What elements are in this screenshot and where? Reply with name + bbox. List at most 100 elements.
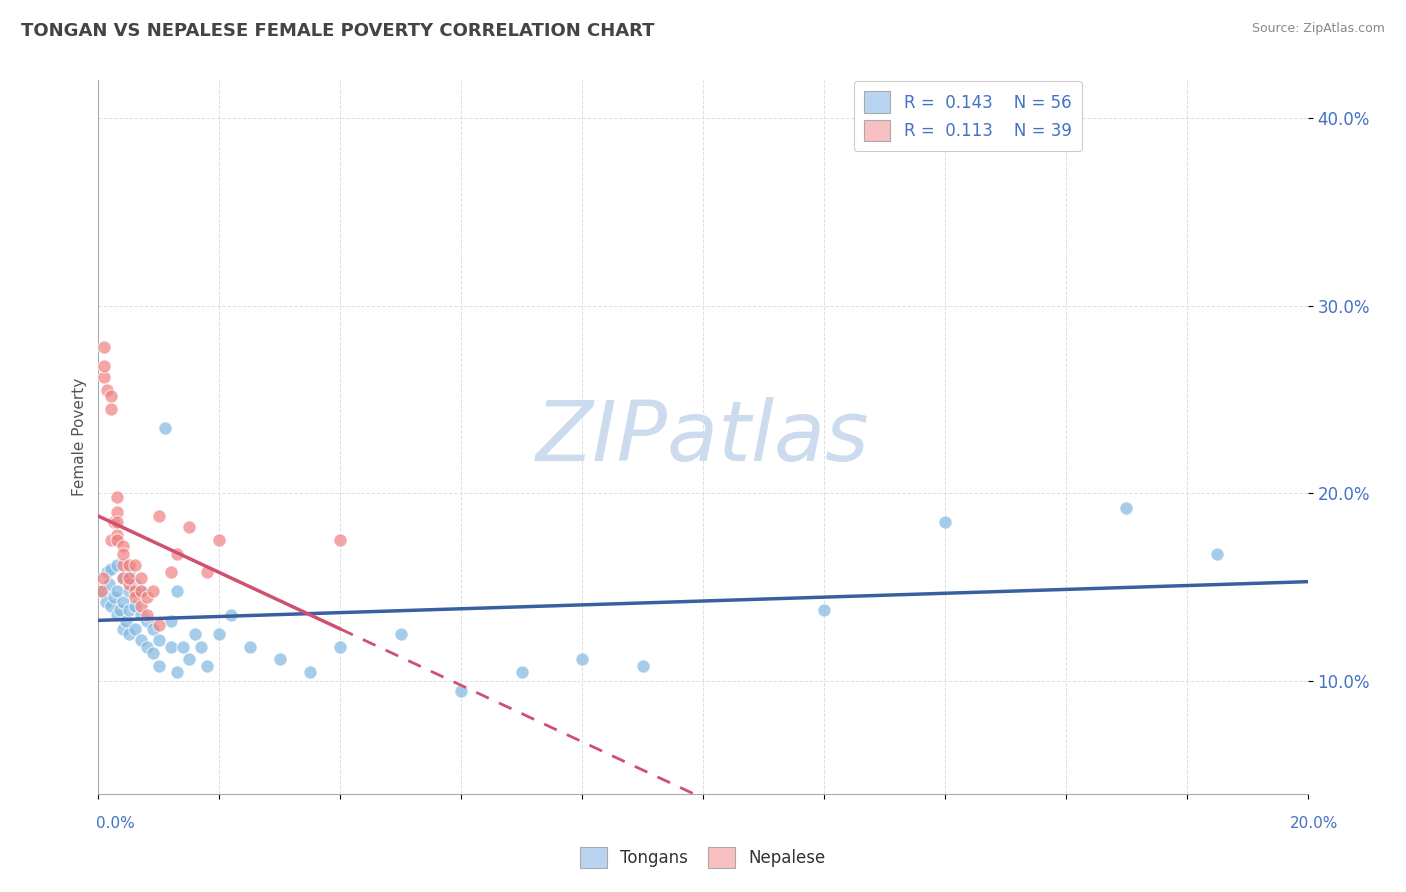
Point [100,401,122,416]
Point [105,608,128,623]
Point [100,599,122,613]
Point [111,571,134,585]
Point [90,584,112,599]
Point [96,383,118,397]
Point [510,665,533,679]
Point [148,632,170,647]
Point [114,614,136,628]
Point [239,640,262,655]
Point [179,651,201,665]
Point [1206,547,1229,561]
Point [124,558,146,572]
Text: 0.0%: 0.0% [96,816,135,831]
Point [129,584,152,599]
Point [329,533,352,548]
Point [208,533,231,548]
Text: 20.0%: 20.0% [1291,816,1339,831]
Point [450,683,472,698]
Point [129,632,152,647]
Point [124,576,146,591]
Point [329,640,352,655]
Point [135,590,157,604]
Point [160,640,183,655]
Point [153,420,176,434]
Y-axis label: Female Poverty: Female Poverty [72,378,87,496]
Point [111,571,134,585]
Point [813,603,835,617]
Point [129,571,152,585]
Point [105,490,128,504]
Point [195,566,218,580]
Point [105,584,128,599]
Point [105,558,128,572]
Point [129,584,152,599]
Point [148,659,170,673]
Point [96,566,118,580]
Text: ZIPatlas: ZIPatlas [536,397,870,477]
Point [111,558,134,572]
Point [105,505,128,519]
Point [103,515,125,529]
Point [98,576,121,591]
Point [631,659,654,673]
Point [108,603,131,617]
Point [111,539,134,553]
Point [160,566,183,580]
Point [111,547,134,561]
Point [118,566,141,580]
Point [142,584,165,599]
Point [93,370,115,384]
Point [118,603,141,617]
Point [148,508,170,523]
Point [111,595,134,609]
Point [100,561,122,575]
Legend: Tongans, Nepalese: Tongans, Nepalese [574,840,832,875]
Point [135,640,157,655]
Point [91,584,114,599]
Point [91,571,114,585]
Point [124,622,146,636]
Point [208,627,231,641]
Point [124,590,146,604]
Point [172,640,194,655]
Point [118,627,141,641]
Point [100,533,122,548]
Point [166,547,188,561]
Point [142,646,165,660]
Point [1115,501,1137,516]
Point [195,659,218,673]
Point [299,665,322,679]
Point [190,640,212,655]
Point [124,584,146,599]
Point [135,608,157,623]
Point [160,614,183,628]
Point [135,614,157,628]
Point [166,584,188,599]
Point [124,599,146,613]
Text: Source: ZipAtlas.com: Source: ZipAtlas.com [1251,22,1385,36]
Point [221,608,243,623]
Point [179,520,201,534]
Point [93,359,115,373]
Point [129,608,152,623]
Point [105,515,128,529]
Point [105,533,128,548]
Point [105,527,128,541]
Point [571,651,593,665]
Point [103,590,125,604]
Point [166,665,188,679]
Point [934,515,956,529]
Point [148,618,170,632]
Point [389,627,412,641]
Point [118,584,141,599]
Point [93,340,115,354]
Point [100,389,122,403]
Legend: R =  0.143    N = 56, R =  0.113    N = 39: R = 0.143 N = 56, R = 0.113 N = 39 [853,81,1081,151]
Point [118,576,141,591]
Text: TONGAN VS NEPALESE FEMALE POVERTY CORRELATION CHART: TONGAN VS NEPALESE FEMALE POVERTY CORREL… [21,22,655,40]
Point [142,622,165,636]
Point [129,599,152,613]
Point [269,651,291,665]
Point [184,627,207,641]
Point [94,595,117,609]
